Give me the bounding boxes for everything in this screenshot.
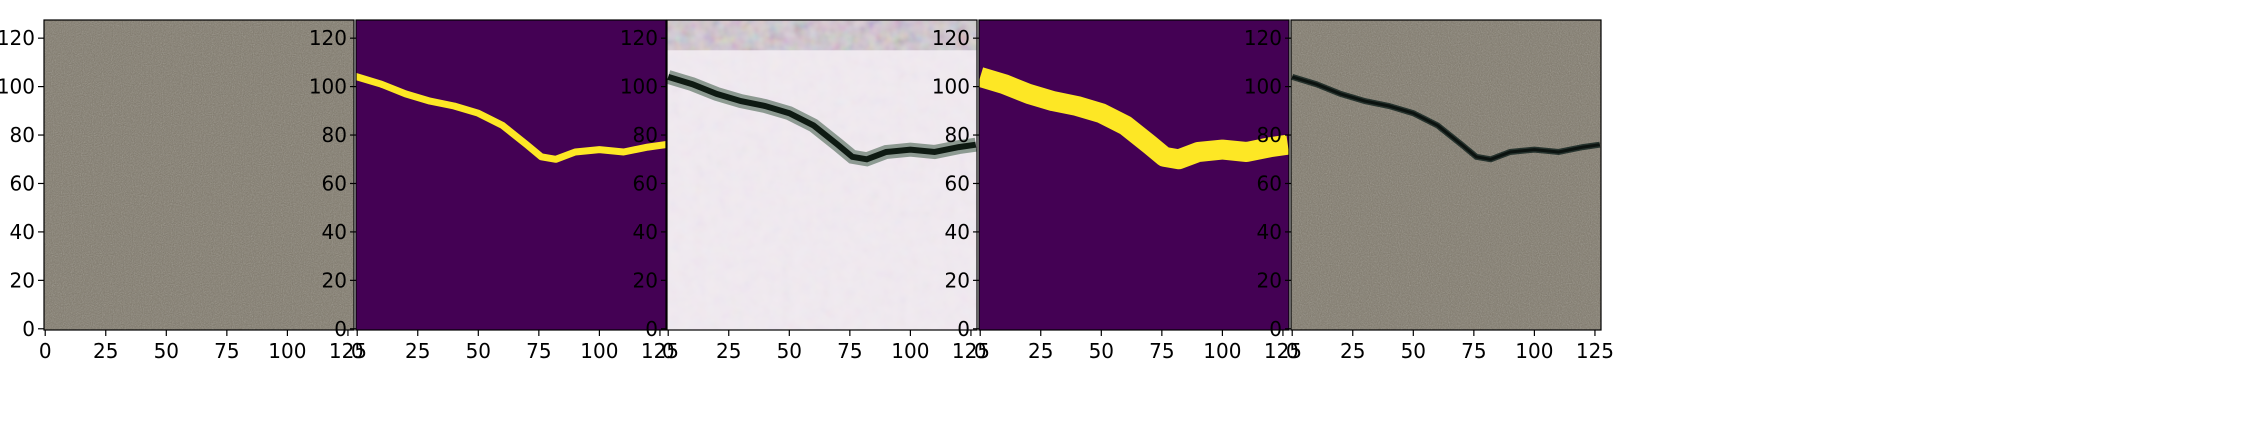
ground-truth-mask-image [356,20,666,330]
x-tick-label: 125 [641,339,679,363]
y-tick-label: 20 [10,268,35,292]
input-photo-panel: 0 20 40 60 80 100 120 0 25 50 75 100 125 [0,19,384,392]
x-tick-label: 100 [1203,339,1241,363]
x-tick-label: 25 [1028,339,1053,363]
x-tick-label: 75 [526,339,551,363]
x-tick-label: 50 [154,339,179,363]
y-tick-label: 0 [22,317,35,341]
axes-frame [355,19,667,331]
y-tick-label: 120 [309,26,347,50]
generated-texture-axes: 0 20 40 60 80 100 120 0 25 50 75 100 125 [620,19,990,363]
x-tick-label: 50 [777,339,802,363]
y-tick-label: 20 [633,268,658,292]
x-tick-label: 75 [837,339,862,363]
y-tick-label: 120 [1244,26,1282,50]
y-tick-label: 60 [633,171,658,195]
y-tick-label: 120 [620,26,658,50]
x-tick-label: 125 [952,339,990,363]
y-tick-label: 100 [932,75,970,99]
predicted-mask-image [979,20,1289,330]
x-tick-label: 125 [1264,339,1302,363]
y-tick-label: 40 [322,220,347,244]
y-tick-label: 60 [1257,171,1282,195]
y-tick-label: 80 [1257,123,1282,147]
axes-frame [978,19,1290,331]
y-tick-label: 40 [10,220,35,244]
y-tick-label: 80 [945,123,970,147]
y-tick-label: 40 [633,220,658,244]
y-tick-label: 120 [0,26,35,50]
y-tick-label: 0 [1269,317,1282,341]
x-tick-label: 25 [716,339,741,363]
y-tick-label: 60 [945,171,970,195]
x-tick-label: 50 [466,339,491,363]
x-tick-label: 75 [214,339,239,363]
y-tick-label: 120 [932,26,970,50]
crack-composite-image [1291,20,1601,330]
x-tick-label: 0 [39,339,52,363]
predicted-mask-axes: 0 20 40 60 80 100 120 0 25 50 75 100 125 [932,19,1302,363]
predicted-mask-panel: 0 20 40 60 80 100 120 0 25 50 75 100 125 [932,19,1319,392]
x-tick-label: 50 [1401,339,1426,363]
x-tick-label: 125 [329,339,367,363]
y-tick-label: 100 [620,75,658,99]
crack-composite-axes: 0 20 40 60 80 100 120 0 25 50 75 100 125 [1244,19,1614,363]
y-tick-label: 0 [334,317,347,341]
axes-frame [666,19,978,331]
y-tick-label: 80 [10,123,35,147]
ground-truth-mask-panel: 0 20 40 60 80 100 120 0 25 50 75 100 125 [309,19,696,392]
x-tick-label: 25 [93,339,118,363]
x-tick-label: 0 [351,339,364,363]
input-photo-axes: 0 20 40 60 80 100 120 0 25 50 75 100 125 [0,19,367,363]
x-tick-label: 100 [268,339,306,363]
y-tick-label: 0 [957,317,970,341]
y-tick-label: 100 [309,75,347,99]
x-tick-label: 75 [1461,339,1486,363]
x-tick-label: 0 [1286,339,1299,363]
y-tick-label: 80 [322,123,347,147]
x-tick-label: 50 [1089,339,1114,363]
x-tick-label: 100 [1515,339,1553,363]
x-tick-label: 75 [1149,339,1174,363]
y-tick-label: 100 [1244,75,1282,99]
x-tick-label: 25 [405,339,430,363]
y-tick-label: 20 [1257,268,1282,292]
y-tick-label: 20 [322,268,347,292]
axes-frame [1290,19,1602,331]
crack-composite-panel: 0 20 40 60 80 100 120 0 25 50 75 100 125 [1244,19,1631,392]
y-tick-label: 0 [645,317,658,341]
y-tick-label: 100 [0,75,35,99]
generated-texture-image [667,20,977,330]
y-tick-label: 40 [945,220,970,244]
ground-truth-mask-axes: 0 20 40 60 80 100 120 0 25 50 75 100 125 [309,19,679,363]
axes-frame [43,19,355,331]
x-tick-label: 25 [1340,339,1365,363]
x-tick-label: 125 [1576,339,1614,363]
y-tick-label: 60 [322,171,347,195]
x-tick-label: 0 [974,339,987,363]
input-photo-image [44,20,354,330]
x-tick-label: 100 [580,339,618,363]
generated-texture-panel: 0 20 40 60 80 100 120 0 25 50 75 100 125 [620,19,1007,392]
y-tick-label: 60 [10,171,35,195]
x-tick-label: 100 [891,339,929,363]
y-tick-label: 80 [633,123,658,147]
x-tick-label: 0 [662,339,675,363]
y-tick-label: 40 [1257,220,1282,244]
y-tick-label: 20 [945,268,970,292]
